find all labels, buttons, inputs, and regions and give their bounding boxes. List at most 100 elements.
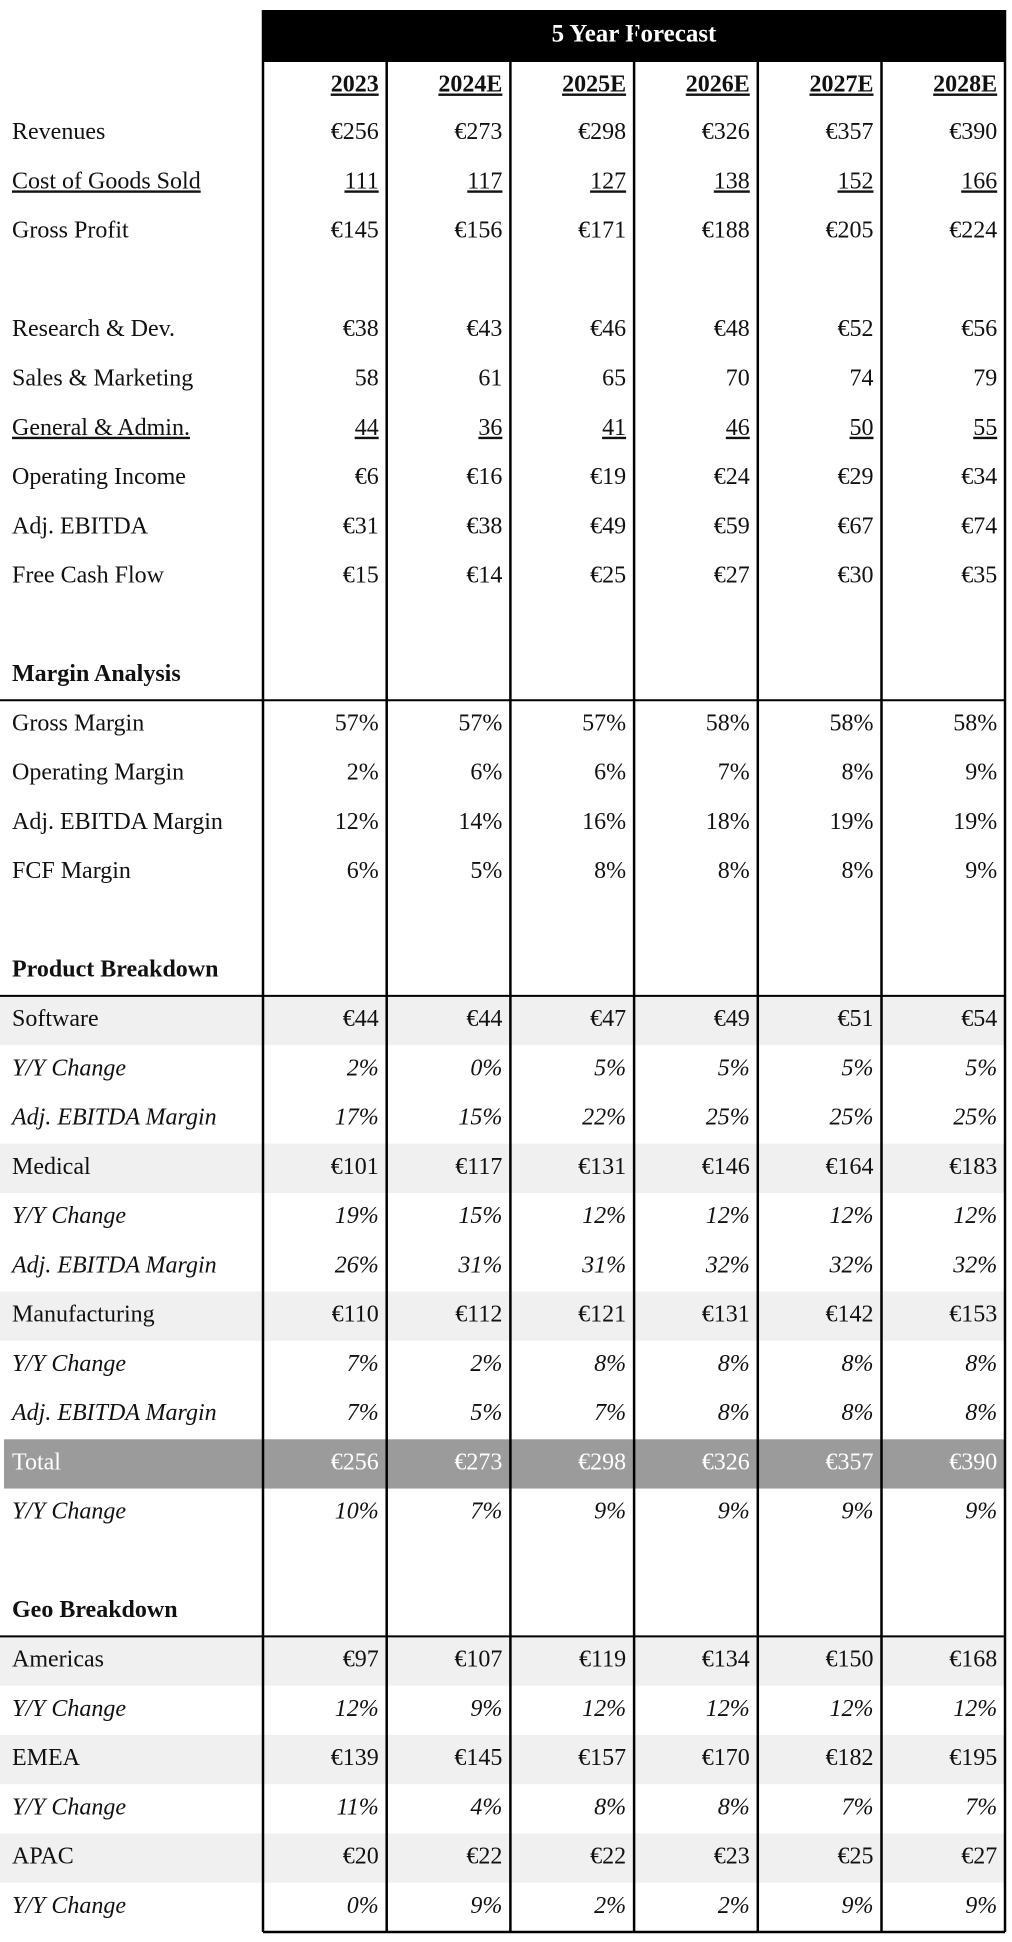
cell-value: 14% <box>458 809 502 835</box>
cell-value: 111 <box>344 168 378 194</box>
row-label: Adj. EBITDA Margin <box>12 809 223 835</box>
row-label: Y/Y Change <box>12 1055 126 1081</box>
cell-value: 8% <box>842 1400 874 1426</box>
row-label: Medical <box>12 1154 91 1180</box>
cell-value: 6% <box>470 760 502 786</box>
cell-value: 6% <box>594 760 626 786</box>
cell-value: 36 <box>478 415 502 441</box>
cell-value: 26% <box>335 1252 379 1278</box>
cell-value: 41 <box>602 415 626 441</box>
row-label: Y/Y Change <box>12 1499 126 1525</box>
row-label: APAC <box>12 1844 74 1870</box>
cell-value: 7% <box>965 1794 997 1820</box>
cell-value: €52 <box>838 316 874 342</box>
cell-value: 8% <box>718 1400 750 1426</box>
cell-value: €16 <box>466 464 502 490</box>
cell-value: 2% <box>347 760 379 786</box>
cell-value: 10% <box>335 1499 379 1525</box>
cell-value: 19% <box>830 809 874 835</box>
cell-value: €119 <box>579 1647 626 1673</box>
cell-value: €131 <box>702 1302 750 1328</box>
cell-value: 7% <box>718 760 750 786</box>
cell-value: €357 <box>826 1449 874 1475</box>
row-label: Operating Margin <box>12 760 184 786</box>
cell-value: 12% <box>582 1696 626 1722</box>
cell-value: €49 <box>590 513 626 539</box>
cell-value: 32% <box>705 1252 750 1278</box>
cell-value: €22 <box>466 1844 502 1870</box>
cell-value: 22% <box>582 1105 626 1131</box>
cell-value: €390 <box>949 119 997 145</box>
cell-value: 6% <box>347 858 379 884</box>
cell-value: 9% <box>470 1696 502 1722</box>
cell-value: 61 <box>478 365 502 391</box>
cell-value: €38 <box>343 316 379 342</box>
cell-value: 5% <box>470 858 502 884</box>
cell-value: 4% <box>470 1794 502 1820</box>
cell-value: 11% <box>336 1794 378 1820</box>
cell-value: 7% <box>347 1400 379 1426</box>
cell-value: €44 <box>343 1006 379 1032</box>
cell-value: 5% <box>718 1055 750 1081</box>
cell-value: 7% <box>594 1400 626 1426</box>
row-label: Cost of Goods Sold <box>12 168 201 194</box>
cell-value: €74 <box>961 513 997 539</box>
cell-value: €134 <box>702 1647 750 1673</box>
cell-value: €56 <box>961 316 997 342</box>
cell-value: €110 <box>332 1302 379 1328</box>
cell-value: €112 <box>455 1302 502 1328</box>
cell-value: €15 <box>343 563 379 589</box>
cell-value: €273 <box>454 1449 502 1475</box>
cell-value: 12% <box>953 1696 997 1722</box>
cell-value: 15% <box>458 1105 502 1131</box>
year-header: 2028E <box>933 72 997 98</box>
cell-value: €224 <box>949 218 997 244</box>
cell-value: €146 <box>702 1154 750 1180</box>
row-label: Y/Y Change <box>12 1351 126 1377</box>
cell-value: €145 <box>331 218 379 244</box>
cell-value: 8% <box>718 1794 750 1820</box>
cell-value: 9% <box>594 1499 626 1525</box>
cell-value: €131 <box>578 1154 626 1180</box>
row-label: Gross Margin <box>12 710 144 736</box>
cell-value: €188 <box>702 218 750 244</box>
cell-value: 12% <box>582 1203 626 1229</box>
cell-value: 57% <box>458 710 502 736</box>
cell-value: 8% <box>842 760 874 786</box>
cell-value: 7% <box>842 1794 874 1820</box>
cell-value: €27 <box>961 1844 997 1870</box>
row-label: Adj. EBITDA Margin <box>10 1105 217 1131</box>
row-label: General & Admin. <box>12 415 190 441</box>
cell-value: 8% <box>594 1351 626 1377</box>
cell-value: 9% <box>470 1893 502 1919</box>
cell-value: €19 <box>590 464 626 490</box>
cell-value: €182 <box>826 1745 874 1771</box>
cell-value: 57% <box>582 710 626 736</box>
cell-value: 25% <box>830 1105 874 1131</box>
cell-value: 9% <box>965 858 997 884</box>
cell-value: €29 <box>838 464 874 490</box>
cell-value: 12% <box>830 1696 874 1722</box>
cell-value: €195 <box>949 1745 997 1771</box>
section-heading: Margin Analysis <box>12 661 181 687</box>
cell-value: 32% <box>829 1252 874 1278</box>
cell-value: €47 <box>590 1006 626 1032</box>
cell-value: €150 <box>826 1647 874 1673</box>
cell-value: 74 <box>850 365 874 391</box>
row-shade <box>0 995 1005 1046</box>
cell-value: €164 <box>826 1154 874 1180</box>
row-label: Gross Profit <box>12 218 129 244</box>
cell-value: 2% <box>718 1893 750 1919</box>
cell-value: €35 <box>961 563 997 589</box>
cell-value: 9% <box>718 1499 750 1525</box>
cell-value: €205 <box>826 218 874 244</box>
cell-value: 2% <box>470 1351 502 1377</box>
cell-value: 9% <box>842 1893 874 1919</box>
cell-value: 9% <box>965 1499 997 1525</box>
cell-value: €121 <box>578 1302 626 1328</box>
cell-value: 50 <box>850 415 874 441</box>
cell-value: €107 <box>454 1647 502 1673</box>
cell-value: 46 <box>726 415 750 441</box>
